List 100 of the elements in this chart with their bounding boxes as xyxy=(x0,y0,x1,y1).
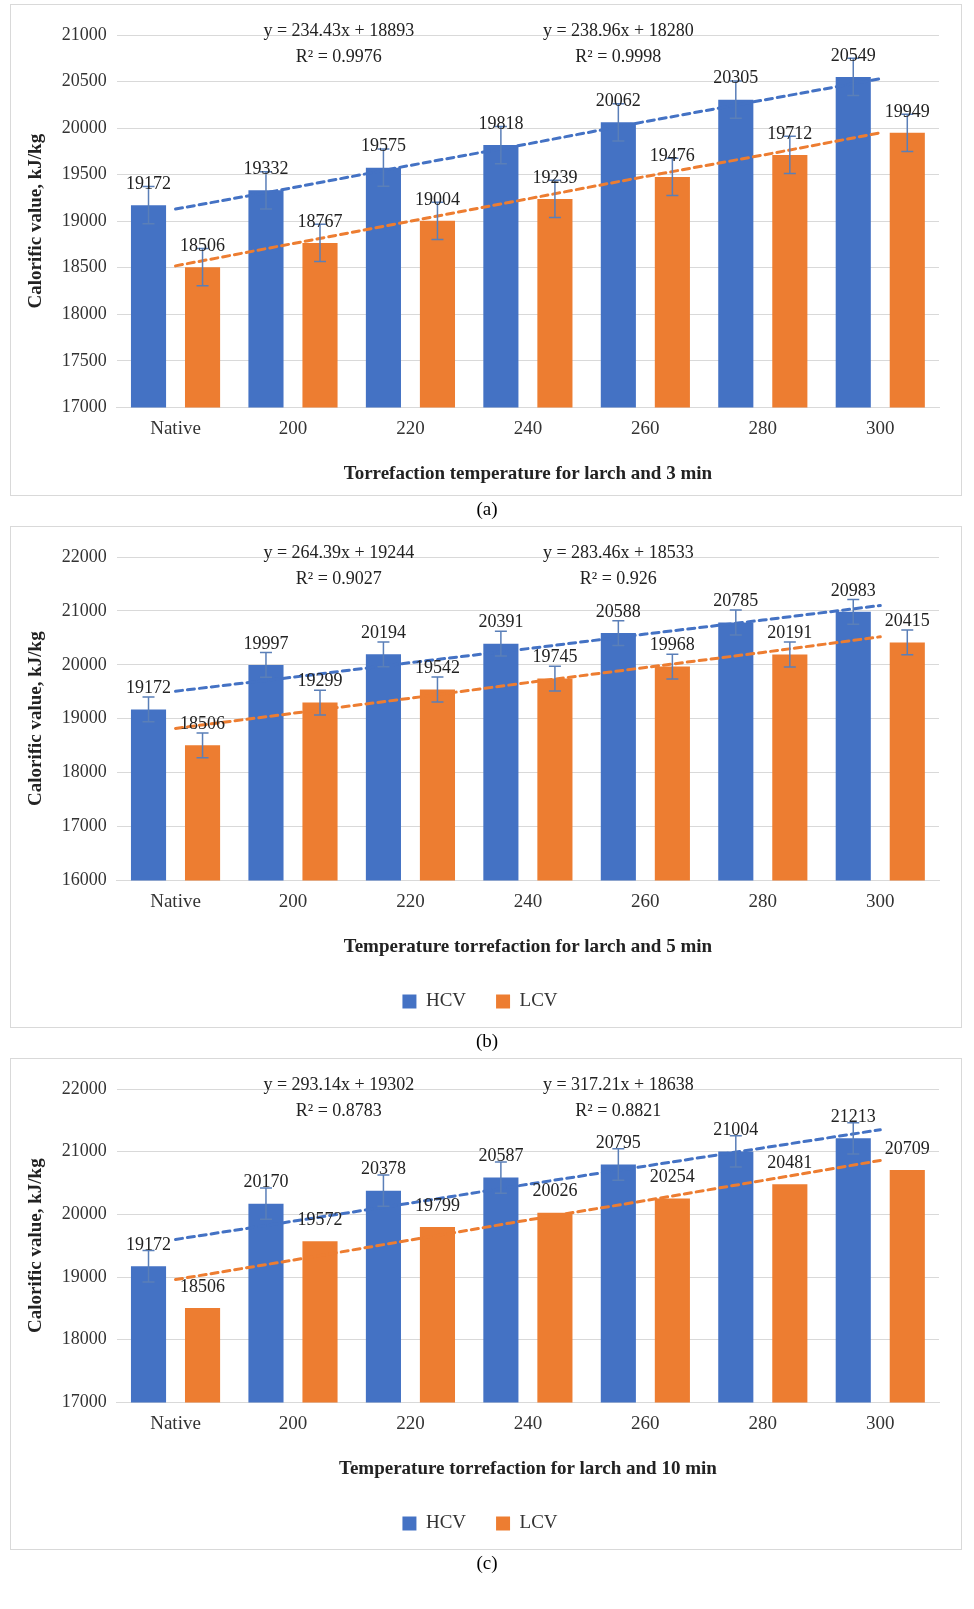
y-tick-label: 18000 xyxy=(61,1328,107,1349)
data-label: 18506 xyxy=(180,234,226,255)
x-tick-label: 280 xyxy=(748,889,778,911)
x-tick-label: 220 xyxy=(396,889,425,911)
x-tick-label: 240 xyxy=(513,889,543,911)
x-tick-label: 260 xyxy=(631,889,660,911)
data-label: 20305 xyxy=(713,67,759,88)
y-tick-label: 22000 xyxy=(61,545,107,566)
y-axis-title: Calorific value, kJ/kg xyxy=(24,133,46,309)
y-tick-label: 17500 xyxy=(61,349,107,370)
y-tick-label: 16000 xyxy=(61,869,107,890)
x-tick-label: 300 xyxy=(866,1411,895,1433)
annotation: R² = 0.926 xyxy=(579,567,657,588)
annotation: y = 238.96x + 18280 xyxy=(542,19,694,40)
text: (c) xyxy=(475,1551,499,1575)
x-tick-label: Native xyxy=(150,889,201,911)
text: (a) xyxy=(475,497,499,521)
data-label: 19997 xyxy=(243,632,289,653)
data-label: 20588 xyxy=(595,600,641,621)
y-tick-label: 18000 xyxy=(61,761,107,782)
y-tick-label: 21000 xyxy=(61,23,107,44)
text: (b) xyxy=(474,1029,500,1053)
y-tick-label: 18000 xyxy=(61,303,107,324)
data-label: 20254 xyxy=(649,1166,695,1187)
legend-label: LCV xyxy=(519,1511,558,1533)
data-label: 19172 xyxy=(126,677,172,698)
annotation: R² = 0.9976 xyxy=(295,45,382,66)
annotation: R² = 0.9998 xyxy=(575,45,662,66)
y-tick-label: 21000 xyxy=(61,1140,107,1161)
data-label: 19172 xyxy=(126,172,172,193)
x-axis-title: Temperature torrefaction for larch and 5 min xyxy=(343,934,713,956)
x-tick-label: 300 xyxy=(866,889,895,911)
x-tick-label: 200 xyxy=(278,889,308,911)
data-label: 20983 xyxy=(830,579,876,600)
x-tick-label: 240 xyxy=(513,416,543,438)
x-tick-label: 220 xyxy=(396,1411,425,1433)
data-label: 19004 xyxy=(414,188,460,209)
x-tick-label: Native xyxy=(150,416,201,438)
data-label: 20785 xyxy=(713,590,759,611)
x-axis-title: Temperature torrefaction for larch and 10 min xyxy=(338,1456,718,1478)
x-tick-label: 260 xyxy=(631,416,660,438)
data-label: 19542 xyxy=(414,657,460,678)
data-label: 21004 xyxy=(713,1119,759,1140)
y-axis-title: Calorific value, kJ/kg xyxy=(24,630,46,807)
y-tick-label: 19000 xyxy=(61,1265,107,1286)
annotation: R² = 0.8783 xyxy=(295,1099,382,1120)
data-label: 20587 xyxy=(478,1145,524,1166)
y-tick-label: 17000 xyxy=(61,1391,107,1412)
x-axis-title: Torrefaction temperature for larch and 3 min xyxy=(343,461,713,483)
y-axis-title: Calorific value, kJ/kg xyxy=(24,1157,46,1334)
data-label: 18767 xyxy=(297,210,343,231)
y-tick-label: 22000 xyxy=(61,1077,107,1098)
data-label: 19712 xyxy=(767,122,813,143)
data-label: 20194 xyxy=(360,622,406,643)
data-label: 19799 xyxy=(414,1194,460,1215)
x-tick-label: 280 xyxy=(748,416,778,438)
x-tick-label: Native xyxy=(150,1411,201,1433)
data-label: 20481 xyxy=(767,1151,813,1172)
x-tick-label: 200 xyxy=(278,1411,308,1433)
annotation: y = 234.43x + 18893 xyxy=(263,19,415,40)
data-label: 19239 xyxy=(532,166,578,187)
data-label: 18506 xyxy=(180,1275,226,1296)
y-tick-label: 19000 xyxy=(61,209,107,230)
data-label: 20191 xyxy=(767,622,813,643)
data-label: 19745 xyxy=(532,646,578,667)
y-tick-label: 19500 xyxy=(61,163,107,184)
data-label: 19575 xyxy=(360,135,406,156)
y-tick-label: 19000 xyxy=(61,707,107,728)
y-tick-label: 17000 xyxy=(61,396,107,417)
y-tick-label: 18500 xyxy=(61,256,107,277)
annotation: y = 293.14x + 19302 xyxy=(263,1073,415,1094)
x-tick-label: 240 xyxy=(513,1411,543,1433)
data-label: 19299 xyxy=(297,670,343,691)
legend-label: HCV xyxy=(425,1511,467,1533)
data-label: 20170 xyxy=(243,1171,289,1192)
y-tick-label: 20000 xyxy=(61,1203,107,1224)
y-tick-label: 21000 xyxy=(61,599,107,620)
legend-label: HCV xyxy=(425,989,467,1011)
x-tick-label: 200 xyxy=(278,416,308,438)
y-tick-label: 20000 xyxy=(61,116,107,137)
data-label: 19332 xyxy=(243,158,289,179)
annotation: R² = 0.9027 xyxy=(295,567,382,588)
x-tick-label: 300 xyxy=(866,416,895,438)
legend-label: LCV xyxy=(519,989,558,1011)
annotation: y = 317.21x + 18638 xyxy=(542,1073,694,1094)
data-label: 20062 xyxy=(595,90,641,111)
data-label: 20391 xyxy=(478,611,524,632)
data-label: 20709 xyxy=(884,1137,930,1158)
x-tick-label: 260 xyxy=(631,1411,660,1433)
annotation: y = 283.46x + 18533 xyxy=(542,541,694,562)
data-label: 19172 xyxy=(126,1233,172,1254)
y-tick-label: 20000 xyxy=(61,653,107,674)
data-label: 20415 xyxy=(884,610,930,631)
data-label: 20795 xyxy=(595,1132,641,1153)
y-tick-label: 20500 xyxy=(61,70,107,91)
data-label: 19476 xyxy=(649,144,695,165)
data-label: 21213 xyxy=(830,1106,876,1127)
x-tick-label: 280 xyxy=(748,1411,778,1433)
data-label: 19949 xyxy=(884,100,930,121)
data-label: 19818 xyxy=(478,112,524,133)
